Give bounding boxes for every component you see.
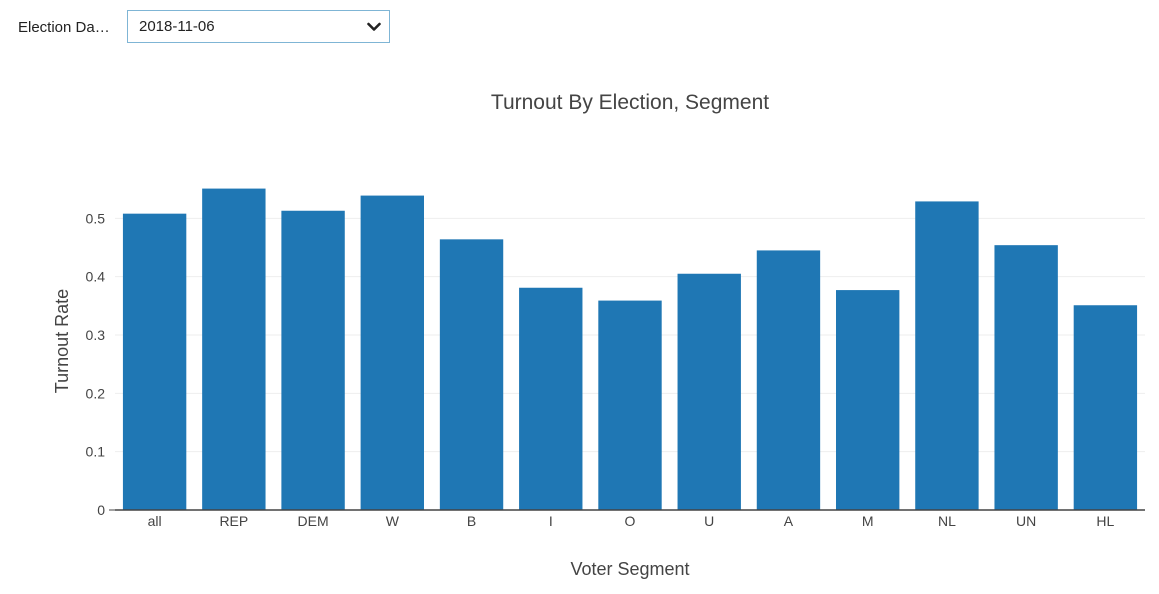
bar-all[interactable]	[122, 213, 187, 510]
x-tick-label: U	[704, 513, 714, 529]
chevron-down-icon[interactable]	[363, 16, 385, 38]
chart-title: Turnout By Election, Segment	[491, 91, 769, 114]
x-tick-label: I	[549, 513, 553, 529]
election-date-value: 2018-11-06	[139, 18, 215, 35]
bar-un[interactable]	[994, 245, 1058, 510]
x-tick-label: UN	[1016, 513, 1036, 529]
bar-u[interactable]	[677, 273, 741, 510]
bar-hl[interactable]	[1073, 305, 1138, 510]
axes: 0 0.1 0.2 0.3 0.4 0.5 all REP DEM W B I O U A M NL UN HL	[86, 210, 1145, 529]
x-tick-label: A	[784, 513, 794, 529]
y-tick-label: 0.1	[86, 444, 106, 460]
y-tick-label: 0.4	[86, 269, 106, 285]
x-tick-label: HL	[1096, 513, 1114, 529]
y-tick-label: 0	[97, 502, 105, 518]
election-date-select[interactable]: 2018-11-06	[127, 10, 390, 43]
bar-a[interactable]	[756, 250, 821, 510]
x-tick-label: all	[148, 513, 162, 529]
y-tick-label: 0.2	[86, 385, 106, 401]
y-tick-label: 0.5	[86, 210, 106, 226]
x-tick-label: W	[386, 513, 400, 529]
bar-rep[interactable]	[202, 188, 266, 511]
bars	[122, 188, 1138, 511]
y-tick-label: 0.3	[86, 327, 106, 343]
bar-b[interactable]	[439, 239, 504, 511]
y-axis-title: Turnout Rate	[52, 289, 72, 393]
bar-w[interactable]	[360, 195, 424, 511]
x-tick-label: DEM	[298, 513, 329, 529]
bar-nl[interactable]	[915, 201, 979, 510]
x-axis-title: Voter Segment	[570, 559, 689, 579]
x-tick-label: REP	[219, 513, 248, 529]
bar-i[interactable]	[519, 287, 583, 510]
bar-m[interactable]	[836, 290, 900, 510]
x-tick-label: NL	[938, 513, 956, 529]
x-tick-label: O	[625, 513, 636, 529]
x-tick-label: B	[467, 513, 476, 529]
x-tick-label: M	[862, 513, 874, 529]
bar-dem[interactable]	[281, 210, 345, 510]
bar-o[interactable]	[598, 300, 662, 510]
